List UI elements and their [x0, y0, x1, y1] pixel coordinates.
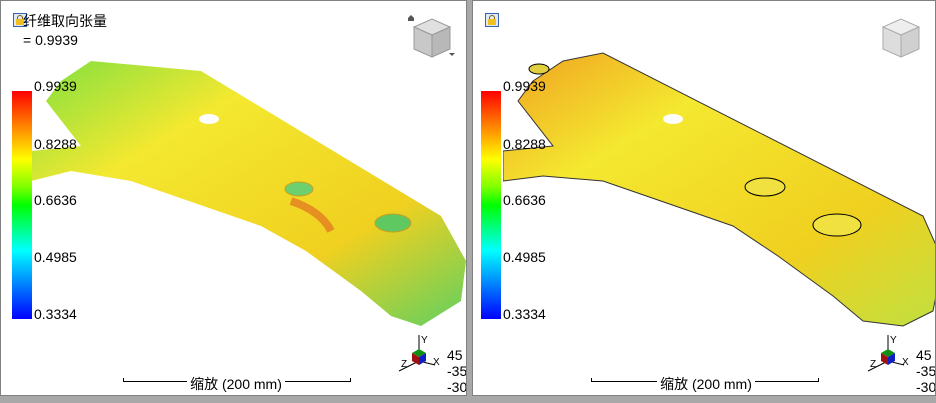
- rotation-angle: -35: [916, 363, 936, 379]
- view-cube-icon[interactable]: [875, 13, 925, 59]
- axis-y: Y: [890, 335, 897, 346]
- rotation-angle: 45: [447, 347, 463, 363]
- axis-triad-icon: Y Z X: [867, 335, 909, 372]
- scale-label: 缩放 (200 mm): [187, 376, 285, 392]
- legend-label: 0.9939: [503, 78, 546, 94]
- lock-icon[interactable]: [13, 13, 27, 27]
- right-viewport[interactable]: 0.9939 0.8288 0.6636 0.4985 0.3334 缩放 (2…: [472, 0, 936, 396]
- part-model: [31, 61, 466, 326]
- result-title: 纤维取向张量: [23, 13, 107, 29]
- legend-label: 0.4985: [503, 249, 546, 265]
- axis-triad-icon: Y Z X: [398, 335, 440, 372]
- rotation-angle: -35: [447, 363, 467, 379]
- rotation-angle: 45: [916, 347, 932, 363]
- lock-icon[interactable]: [485, 13, 499, 27]
- color-legend-bar: [481, 91, 501, 319]
- legend-label: 0.3334: [503, 306, 546, 322]
- legend-label: 0.4985: [34, 249, 77, 265]
- scale-label: 缩放 (200 mm): [657, 376, 755, 392]
- legend-label: 0.6636: [503, 192, 546, 208]
- axis-y: Y: [421, 335, 428, 346]
- view-cube-icon[interactable]: [406, 13, 456, 59]
- result-value: = 0.9939: [23, 32, 78, 48]
- rotation-angle: -30: [447, 379, 467, 395]
- rotation-angle: -30: [916, 379, 936, 395]
- axis-x: X: [433, 357, 440, 368]
- part-model: [503, 52, 935, 327]
- legend-label: 0.8288: [34, 136, 77, 152]
- axis-z: Z: [870, 359, 876, 370]
- axis-x: X: [902, 357, 909, 368]
- color-legend-bar: [12, 91, 32, 319]
- legend-label: 0.6636: [34, 192, 77, 208]
- axis-z: Z: [401, 359, 407, 370]
- left-viewport[interactable]: 纤维取向张量 = 0.9939 0.9939 0.8288 0.6636 0.4…: [0, 0, 467, 396]
- legend-label: 0.3334: [34, 306, 77, 322]
- legend-label: 0.8288: [503, 136, 546, 152]
- legend-label: 0.9939: [34, 78, 77, 94]
